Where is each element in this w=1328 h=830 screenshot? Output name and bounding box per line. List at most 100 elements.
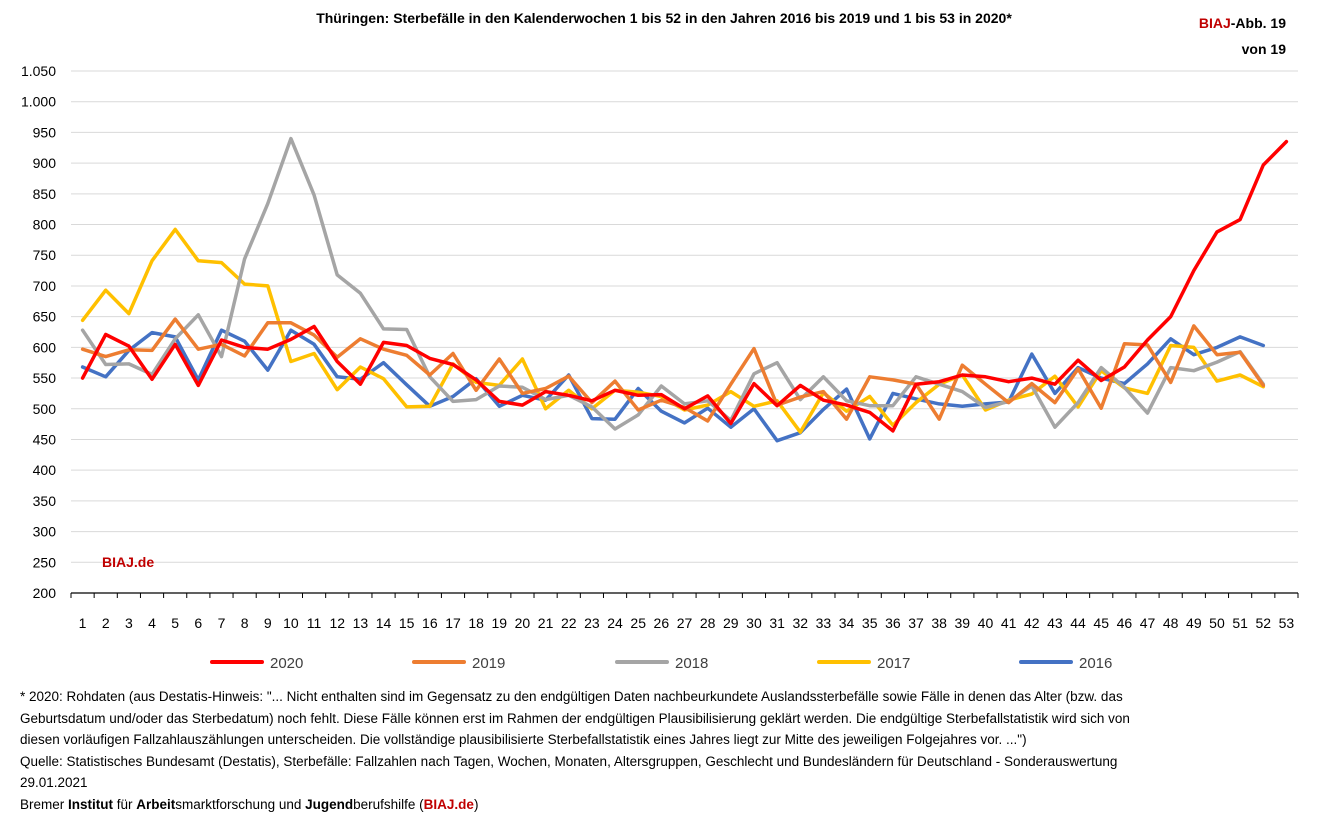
badge-figure-total: von 19	[1241, 41, 1286, 57]
y-tick-label: 700	[33, 278, 57, 294]
x-tick-label: 50	[1209, 615, 1225, 631]
axes	[70, 592, 1299, 598]
y-tick-label: 850	[33, 186, 57, 202]
x-tick-label: 15	[399, 615, 415, 631]
x-tick-label: 53	[1279, 615, 1295, 631]
y-tick-labels: 200 250 300 350 400 450 500 550 600 650 700 750 800 8…	[21, 63, 56, 601]
x-tick-label: 18	[468, 615, 484, 631]
date-line: 29.01.2021	[20, 775, 88, 790]
institute-line: Bremer Institut für Arbeitsmarktforschun…	[20, 794, 1315, 816]
x-tick-label: 44	[1070, 615, 1086, 631]
series-lines	[80, 136, 1289, 443]
y-tick-label: 400	[33, 462, 57, 478]
watermark: BIAJ.de	[102, 554, 154, 570]
x-tick-label: 34	[839, 615, 855, 631]
x-tick-label: 41	[1001, 615, 1017, 631]
x-tick-label: 39	[955, 615, 971, 631]
x-tick-label: 45	[1093, 615, 1109, 631]
institute-text: Arbeit	[136, 796, 176, 812]
institute-brand: BIAJ.de	[423, 796, 474, 812]
legend-label-2017: 2017	[877, 655, 910, 672]
figure-badge: BIAJ-Abb. 19 von 19	[1199, 10, 1286, 62]
x-tick-label: 52	[1255, 615, 1271, 631]
x-tick-label: 37	[908, 615, 924, 631]
gridlines	[71, 70, 1298, 563]
x-tick-label: 10	[283, 615, 299, 631]
x-tick-label: 22	[561, 615, 577, 631]
x-tick-label: 43	[1047, 615, 1063, 631]
x-tick-label: 13	[353, 615, 369, 631]
x-tick-label: 26	[654, 615, 670, 631]
x-tick-label: 23	[584, 615, 600, 631]
badge-figure-number: -Abb. 19	[1230, 15, 1286, 31]
x-tick-label: 16	[422, 615, 438, 631]
x-tick-label: 36	[885, 615, 901, 631]
x-tick-label: 38	[931, 615, 947, 631]
y-tick-label: 600	[33, 339, 57, 355]
y-tick-label: 250	[33, 554, 57, 570]
x-tick-label: 5	[171, 615, 179, 631]
series-line-2016	[80, 328, 1266, 443]
series-line-2018	[80, 136, 1266, 431]
x-tick-label: 14	[376, 615, 392, 631]
x-tick-label: 29	[723, 615, 739, 631]
institute-text: )	[473, 796, 479, 812]
chart-title: Thüringen: Sterbefälle in den Kalenderwo…	[316, 10, 1012, 26]
y-tick-label: 1.000	[21, 94, 56, 110]
y-tick-label: 800	[33, 217, 57, 233]
y-tick-label: 750	[33, 247, 57, 263]
x-tick-label: 40	[978, 615, 994, 631]
x-tick-label: 25	[630, 615, 646, 631]
x-tick-label: 11	[307, 615, 322, 631]
institute-text: Jugend	[305, 796, 354, 812]
x-tick-label: 7	[218, 615, 226, 631]
x-tick-label: 9	[264, 615, 272, 631]
x-tick-label: 3	[125, 615, 133, 631]
x-tick-label: 21	[538, 615, 554, 631]
y-tick-label: 900	[33, 155, 57, 171]
x-tick-label: 27	[677, 615, 693, 631]
legend-label-2016: 2016	[1079, 655, 1112, 672]
x-tick-label: 46	[1117, 615, 1133, 631]
series-line-2020	[80, 139, 1289, 433]
x-tick-label: 24	[607, 615, 623, 631]
y-tick-label: 450	[33, 431, 57, 447]
x-tick-label: 20	[515, 615, 531, 631]
y-tick-label: 200	[33, 585, 57, 601]
x-tick-label: 48	[1163, 615, 1179, 631]
x-tick-label: 6	[194, 615, 202, 631]
y-tick-label: 550	[33, 370, 57, 386]
legend-label-2018: 2018	[675, 655, 708, 672]
series-line-2019	[80, 317, 1266, 423]
footnote-line: Geburtsdatum und/oder das Sterbedatum) n…	[20, 710, 1130, 726]
legend: 2020 2019 2018 2017 2016	[210, 655, 1112, 672]
x-tick-label: 19	[492, 615, 508, 631]
x-tick-label: 4	[148, 615, 156, 631]
x-tick-label: 51	[1232, 615, 1248, 631]
x-tick-label: 42	[1024, 615, 1040, 631]
x-tick-label: 12	[329, 615, 345, 631]
x-tick-label: 1	[79, 615, 87, 631]
x-tick-label: 32	[792, 615, 808, 631]
x-tick-labels: 1 2 3 4 5 6 7 8 9 10 11 12 13 14 15 16 17 18 19 20 21 22 23 24 2…	[79, 615, 1295, 631]
x-tick-label: 47	[1140, 615, 1156, 631]
footnote-line: diesen vorläufigen Fallzahlauszählungen …	[20, 732, 1027, 747]
x-tick-label: 31	[769, 615, 785, 631]
x-tick-label: 17	[445, 615, 461, 631]
legend-label-2020: 2020	[270, 655, 303, 672]
institute-text: Institut	[68, 796, 114, 812]
legend-label-2019: 2019	[472, 655, 505, 672]
x-tick-label: 8	[241, 615, 249, 631]
institute-text: Bremer	[20, 796, 69, 812]
y-tick-label: 300	[33, 524, 57, 540]
footnote: * 2020: Rohdaten (aus Destatis-Hinweis: …	[20, 686, 1315, 815]
institute-text: berufshilfe (	[353, 796, 424, 812]
source-line: Quelle: Statistisches Bundesamt (Destati…	[20, 753, 1118, 769]
institute-text: für	[113, 796, 137, 812]
institute-text: smarktforschung und	[175, 796, 306, 812]
y-tick-label: 500	[33, 401, 57, 417]
x-tick-label: 2	[102, 615, 110, 631]
y-tick-label: 1.050	[21, 63, 56, 79]
footnote-line: * 2020: Rohdaten (aus Destatis-Hinweis: …	[20, 689, 1123, 704]
y-tick-label: 350	[33, 493, 57, 509]
